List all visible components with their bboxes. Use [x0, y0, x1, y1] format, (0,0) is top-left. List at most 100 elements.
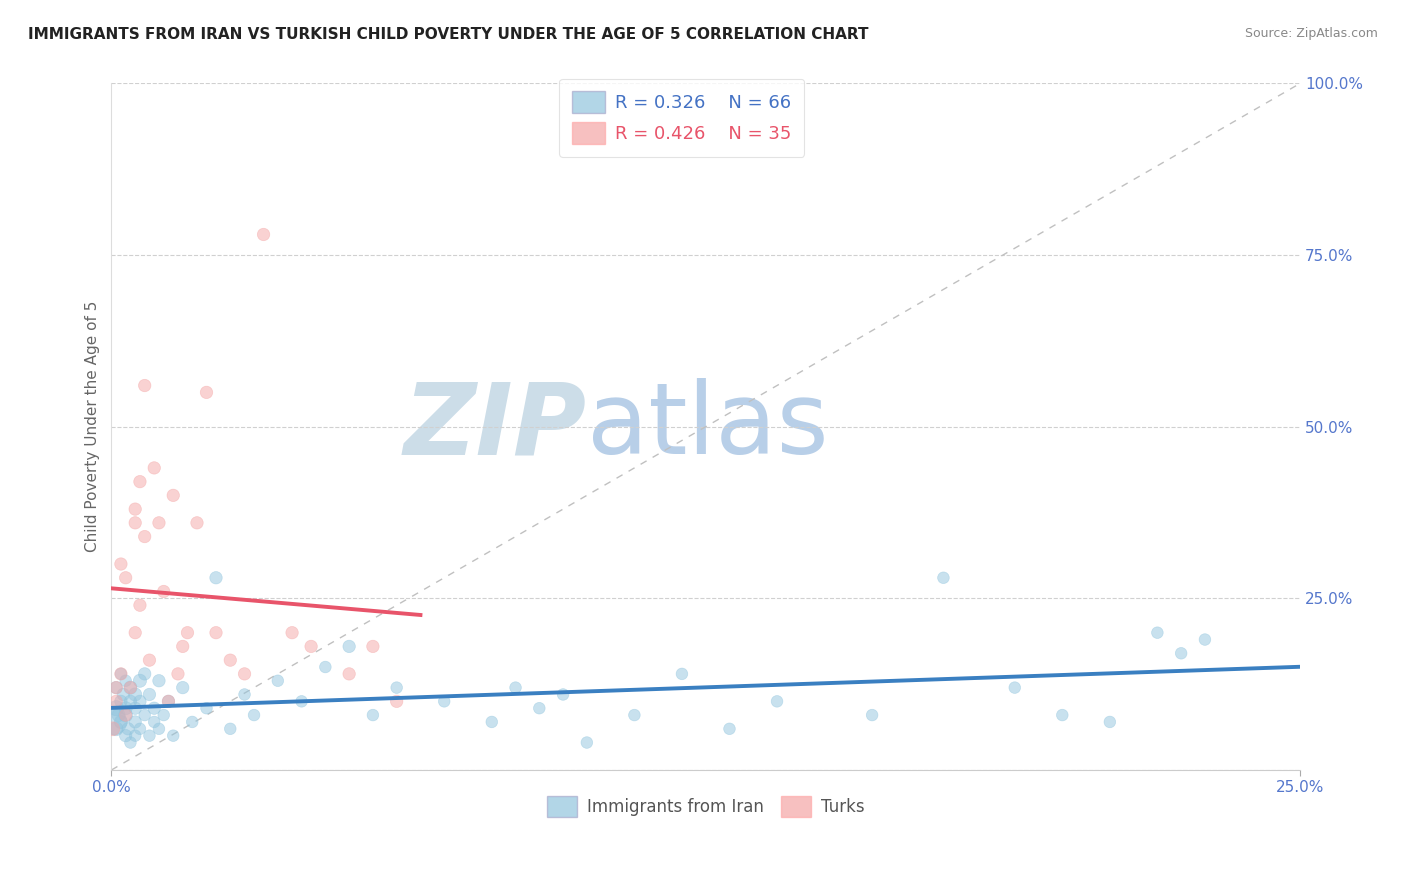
- Point: [157, 694, 180, 708]
- Point: [718, 722, 741, 736]
- Point: [766, 694, 789, 708]
- Point: [124, 688, 146, 702]
- Point: [110, 666, 132, 681]
- Point: [219, 653, 242, 667]
- Point: [129, 673, 152, 688]
- Point: [114, 708, 136, 723]
- Point: [107, 708, 129, 723]
- Point: [124, 502, 146, 516]
- Point: [195, 701, 218, 715]
- Point: [134, 708, 156, 723]
- Point: [233, 666, 256, 681]
- Point: [361, 708, 384, 723]
- Point: [138, 688, 160, 702]
- Point: [105, 681, 128, 695]
- Point: [195, 385, 218, 400]
- Point: [120, 735, 142, 749]
- Point: [105, 722, 128, 736]
- Point: [134, 530, 156, 544]
- Text: Source: ZipAtlas.com: Source: ZipAtlas.com: [1244, 27, 1378, 40]
- Point: [167, 666, 190, 681]
- Point: [152, 708, 174, 723]
- Point: [112, 688, 135, 702]
- Point: [143, 714, 166, 729]
- Point: [337, 640, 360, 654]
- Point: [110, 694, 132, 708]
- Point: [129, 722, 152, 736]
- Point: [361, 640, 384, 654]
- Point: [1004, 681, 1026, 695]
- Point: [385, 694, 408, 708]
- Point: [105, 694, 128, 708]
- Point: [1194, 632, 1216, 647]
- Point: [172, 681, 194, 695]
- Point: [243, 708, 266, 723]
- Point: [299, 640, 322, 654]
- Point: [120, 694, 142, 708]
- Point: [1052, 708, 1074, 723]
- Point: [233, 688, 256, 702]
- Point: [105, 701, 128, 715]
- Point: [252, 227, 274, 242]
- Point: [314, 660, 336, 674]
- Point: [219, 722, 242, 736]
- Point: [433, 694, 456, 708]
- Point: [860, 708, 883, 723]
- Point: [1170, 646, 1192, 660]
- Point: [124, 516, 146, 530]
- Point: [186, 516, 208, 530]
- Point: [162, 729, 184, 743]
- Point: [103, 714, 125, 729]
- Point: [110, 714, 132, 729]
- Point: [172, 640, 194, 654]
- Point: [291, 694, 314, 708]
- Point: [157, 694, 180, 708]
- Point: [162, 488, 184, 502]
- Point: [205, 625, 228, 640]
- Point: [671, 666, 693, 681]
- Point: [120, 681, 142, 695]
- Point: [114, 701, 136, 715]
- Legend: Immigrants from Iran, Turks: Immigrants from Iran, Turks: [540, 789, 870, 823]
- Point: [932, 571, 955, 585]
- Point: [114, 571, 136, 585]
- Text: atlas: atlas: [586, 378, 828, 475]
- Point: [143, 461, 166, 475]
- Point: [124, 714, 146, 729]
- Point: [114, 673, 136, 688]
- Point: [281, 625, 304, 640]
- Point: [623, 708, 645, 723]
- Point: [134, 378, 156, 392]
- Point: [129, 599, 152, 613]
- Text: IMMIGRANTS FROM IRAN VS TURKISH CHILD POVERTY UNDER THE AGE OF 5 CORRELATION CHA: IMMIGRANTS FROM IRAN VS TURKISH CHILD PO…: [28, 27, 869, 42]
- Point: [114, 729, 136, 743]
- Point: [110, 666, 132, 681]
- Point: [114, 708, 136, 723]
- Point: [575, 735, 598, 749]
- Point: [481, 714, 503, 729]
- Point: [148, 673, 170, 688]
- Point: [105, 681, 128, 695]
- Point: [129, 694, 152, 708]
- Point: [110, 557, 132, 571]
- Point: [143, 701, 166, 715]
- Point: [385, 681, 408, 695]
- Point: [505, 681, 527, 695]
- Point: [148, 722, 170, 736]
- Point: [152, 584, 174, 599]
- Point: [124, 625, 146, 640]
- Point: [148, 516, 170, 530]
- Point: [551, 688, 574, 702]
- Point: [529, 701, 551, 715]
- Text: ZIP: ZIP: [404, 378, 586, 475]
- Point: [138, 729, 160, 743]
- Point: [1098, 714, 1121, 729]
- Point: [1146, 625, 1168, 640]
- Point: [267, 673, 290, 688]
- Point: [337, 666, 360, 681]
- Point: [181, 714, 204, 729]
- Point: [117, 722, 139, 736]
- Point: [205, 571, 228, 585]
- Point: [120, 681, 142, 695]
- Point: [138, 653, 160, 667]
